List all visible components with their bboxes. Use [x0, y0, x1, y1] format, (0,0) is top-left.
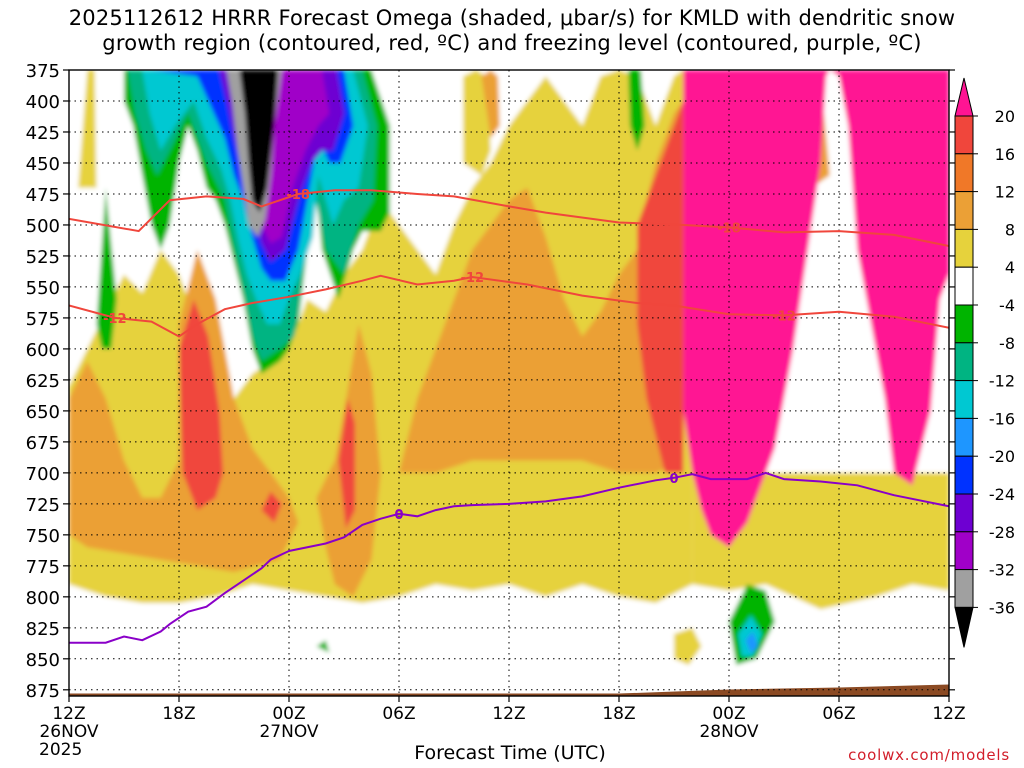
- x-tick-label: 12Z: [492, 704, 525, 724]
- colorbar-segment: [954, 569, 974, 608]
- y-tick-label: 750: [26, 526, 60, 547]
- colorbar-label: -32: [989, 561, 1015, 580]
- contour-label: -18: [717, 221, 741, 236]
- colorbar-bottom-arrow: [954, 606, 974, 648]
- contours: -18 -18 -12 -12 -12 0 0: [69, 188, 949, 644]
- x-tick-date: 26NOV: [39, 722, 98, 742]
- colorbar-segment: [954, 304, 974, 344]
- freezing-level-contour: [69, 471, 949, 644]
- colorbar-label: 20: [995, 107, 1015, 126]
- y-tick-label: 375: [26, 61, 60, 82]
- dgz-contour-minus18: [69, 189, 949, 247]
- omega-region: [692, 472, 949, 610]
- omega-region: [745, 631, 759, 654]
- colorbar-segment: [954, 115, 974, 155]
- x-tick-label: 00Z: [272, 704, 305, 724]
- colorbar-segment: [954, 266, 974, 306]
- y-tick-label: 850: [26, 650, 60, 671]
- x-tick-label: 12Z: [932, 704, 965, 724]
- y-axis: 375 400 425 450 475 500 525 550 575 600 625 650 675 7…: [26, 61, 955, 702]
- y-tick-label: 500: [26, 216, 60, 237]
- colorbar-segment: [954, 228, 974, 268]
- colorbar-label: -12: [989, 372, 1015, 391]
- y-tick-label: 425: [26, 123, 60, 144]
- y-tick-label: 700: [26, 464, 60, 485]
- contour-label: -12: [103, 312, 127, 327]
- omega-region: [481, 70, 500, 139]
- omega-region: [261, 491, 282, 523]
- x-axis-label: Forecast Time (UTC): [414, 742, 606, 764]
- x-tick-label: 18Z: [162, 704, 195, 724]
- colorbar-label: -4: [999, 296, 1015, 315]
- colorbar-label: 4: [1005, 258, 1015, 277]
- colorbar-segment: [954, 493, 974, 533]
- x-tick-year: 2025: [39, 740, 82, 760]
- x-tick-label: 06Z: [382, 704, 415, 724]
- y-tick-label: 800: [26, 588, 60, 609]
- y-tick-label: 625: [26, 371, 60, 392]
- colorbar-segment: [954, 342, 974, 382]
- colorbar-segment: [954, 380, 974, 419]
- y-tick-label: 725: [26, 495, 60, 516]
- omega-region: [96, 187, 117, 349]
- omega-shading: [69, 70, 949, 696]
- colorbar-label: -24: [989, 485, 1015, 504]
- x-tick-label: 12Z: [52, 704, 85, 724]
- y-tick-label: 450: [26, 154, 60, 175]
- y-tick-label: 525: [26, 247, 60, 268]
- omega-field: [69, 70, 949, 696]
- y-tick-label: 650: [26, 402, 60, 423]
- x-tick-label: 00Z: [712, 704, 745, 724]
- colorbar-label: 12: [995, 183, 1015, 202]
- omega-region: [78, 70, 97, 188]
- omega-region: [179, 299, 223, 511]
- colorbar-top-arrow: [954, 77, 974, 117]
- colorbar-label: -28: [989, 523, 1015, 542]
- omega-region: [239, 70, 278, 213]
- contour-label: -12: [461, 271, 485, 286]
- ground-terrain: [69, 684, 949, 696]
- omega-region: [637, 101, 684, 473]
- omega-region: [463, 70, 491, 176]
- contour-label: -12: [772, 309, 796, 324]
- x-tick-date: 28NOV: [699, 722, 758, 742]
- colorbar-segment: [954, 455, 974, 495]
- y-tick-label: 875: [26, 681, 60, 702]
- colorbar-label: -36: [989, 598, 1015, 617]
- chart-title: 2025112612 HRRR Forecast Omega (shaded, …: [68, 6, 956, 55]
- contour-label: 0: [669, 472, 678, 487]
- x-tick-label: 18Z: [602, 704, 635, 724]
- omega-region: [316, 640, 330, 653]
- x-tick-date: 27NOV: [259, 722, 318, 742]
- omega-region: [338, 398, 355, 529]
- y-tick-label: 550: [26, 278, 60, 299]
- colorbar-segment: [954, 417, 974, 457]
- colorbar-label: -16: [989, 409, 1015, 428]
- colorbar-label: 8: [1005, 220, 1015, 239]
- colorbar: 20 16 12 8 4 -4 -8 -12 -16 -20 -24 -28 -32 -36: [954, 77, 1015, 648]
- omega-region: [628, 70, 645, 151]
- colorbar-segment: [954, 191, 974, 230]
- y-tick-label: 825: [26, 619, 60, 640]
- omega-region: [683, 70, 949, 548]
- colorbar-segment: [954, 531, 974, 571]
- dgz-contour-minus12: [69, 274, 949, 338]
- contour-label: 0: [394, 508, 403, 523]
- y-tick-label: 600: [26, 340, 60, 361]
- y-tick-label: 575: [26, 309, 60, 330]
- colorbar-label: -20: [989, 447, 1015, 466]
- x-tick-label: 06Z: [822, 704, 855, 724]
- colorbar-label: 16: [995, 145, 1015, 164]
- y-tick-label: 475: [26, 185, 60, 206]
- contour-label: -18: [286, 188, 310, 203]
- y-tick-label: 775: [26, 557, 60, 578]
- colorbar-segment: [954, 153, 974, 193]
- credit-text: coolwx.com/models: [848, 746, 1010, 764]
- y-tick-label: 400: [26, 92, 60, 113]
- colorbar-label: -8: [999, 334, 1015, 353]
- y-tick-label: 675: [26, 433, 60, 454]
- omega-region: [674, 627, 702, 665]
